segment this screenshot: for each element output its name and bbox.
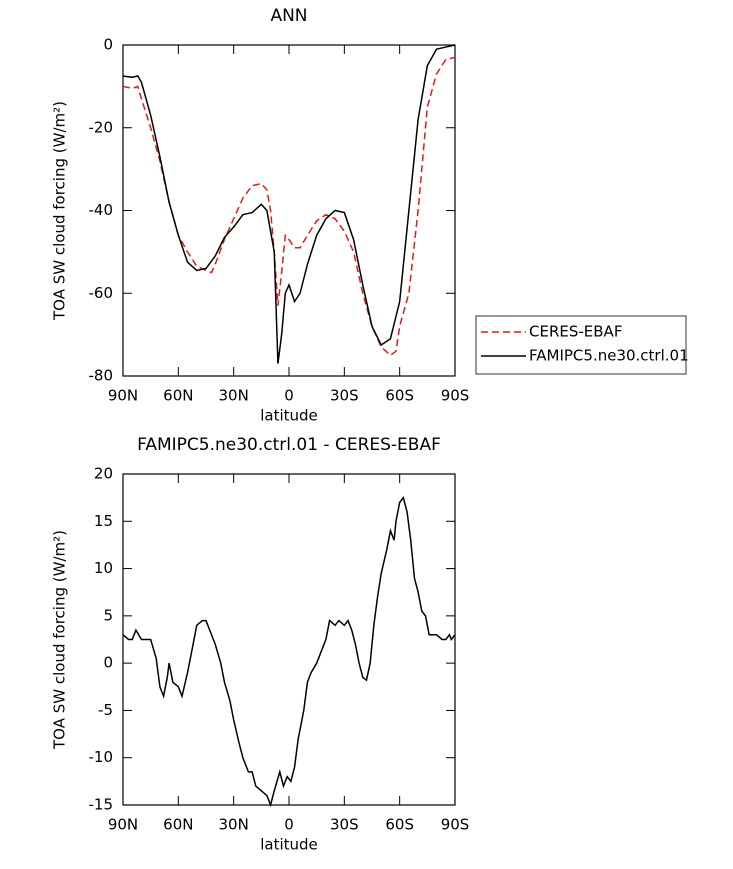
y-tick-label: -60 <box>89 284 114 302</box>
y-axis-label: TOA SW cloud forcing (W/m²) <box>51 101 69 321</box>
y-tick-label: 0 <box>103 654 113 672</box>
x-axis-label: latitude <box>260 836 318 854</box>
x-tick-label: 60S <box>385 387 414 405</box>
legend-box <box>475 315 687 375</box>
data-line <box>122 495 456 808</box>
y-tick-label: -20 <box>89 118 114 136</box>
y-tick-label: -10 <box>89 748 114 766</box>
x-tick-label: 60N <box>163 816 193 834</box>
x-tick-label: 30S <box>330 387 359 405</box>
x-tick-label: 60N <box>163 387 193 405</box>
x-tick-label: 60S <box>385 816 414 834</box>
data-line <box>122 56 456 357</box>
x-tick-label: 90N <box>108 387 138 405</box>
y-tick-label: -15 <box>89 796 114 814</box>
legend-label: FAMIPC5.ne30.ctrl.01 <box>529 347 689 365</box>
x-tick-label: 90N <box>108 816 138 834</box>
x-tick-label: 30N <box>219 816 249 834</box>
y-tick-label: 20 <box>94 465 113 483</box>
x-tick-label: 30N <box>219 387 249 405</box>
y-axis-label: TOA SW cloud forcing (W/m²) <box>51 530 69 750</box>
plot-frame <box>122 44 456 377</box>
data-line <box>122 44 456 364</box>
x-tick-label: 90S <box>441 816 470 834</box>
y-tick-label: 5 <box>103 606 113 624</box>
x-axis-label: latitude <box>260 407 318 425</box>
x-tick-label: 90S <box>441 387 470 405</box>
x-tick-label: 30S <box>330 816 359 834</box>
y-tick-label: 10 <box>94 559 113 577</box>
chart-title: ANN <box>270 6 307 26</box>
x-tick-label: 0 <box>284 816 294 834</box>
x-tick-label: 0 <box>284 387 294 405</box>
y-tick-label: 0 <box>103 36 113 54</box>
y-tick-label: -80 <box>89 367 114 385</box>
y-tick-label: -40 <box>89 201 114 219</box>
y-tick-label: -5 <box>98 701 113 719</box>
y-tick-label: 15 <box>94 512 113 530</box>
legend-label: CERES-EBAF <box>529 323 622 341</box>
plot-frame <box>122 473 456 806</box>
chart-title: FAMIPC5.ne30.ctrl.01 - CERES-EBAF <box>137 435 441 455</box>
